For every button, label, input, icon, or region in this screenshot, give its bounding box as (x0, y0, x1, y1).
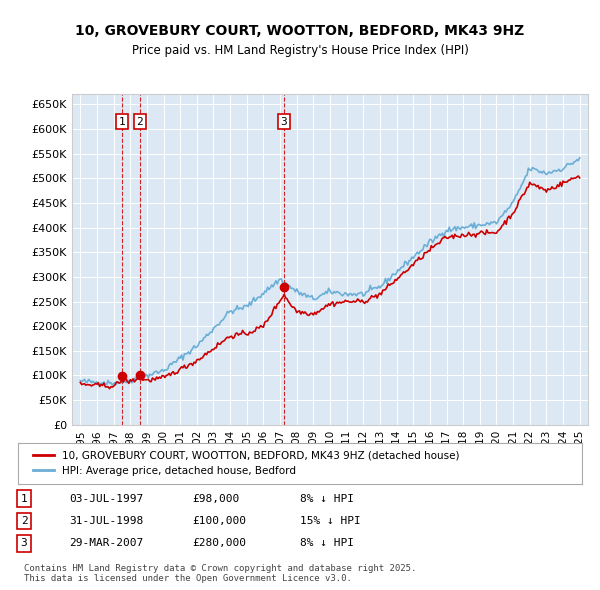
Text: 10, GROVEBURY COURT, WOOTTON, BEDFORD, MK43 9HZ: 10, GROVEBURY COURT, WOOTTON, BEDFORD, M… (76, 24, 524, 38)
Legend: 10, GROVEBURY COURT, WOOTTON, BEDFORD, MK43 9HZ (detached house), HPI: Average p: 10, GROVEBURY COURT, WOOTTON, BEDFORD, M… (29, 447, 464, 480)
Text: 1: 1 (119, 116, 125, 126)
Text: Price paid vs. HM Land Registry's House Price Index (HPI): Price paid vs. HM Land Registry's House … (131, 44, 469, 57)
Text: £280,000: £280,000 (192, 539, 246, 548)
Text: 8% ↓ HPI: 8% ↓ HPI (300, 539, 354, 548)
Text: 3: 3 (20, 539, 28, 548)
Text: 03-JUL-1997: 03-JUL-1997 (69, 494, 143, 503)
Text: £98,000: £98,000 (192, 494, 239, 503)
Text: £100,000: £100,000 (192, 516, 246, 526)
Text: 29-MAR-2007: 29-MAR-2007 (69, 539, 143, 548)
Text: 1: 1 (20, 494, 28, 503)
Text: 2: 2 (20, 516, 28, 526)
Text: 8% ↓ HPI: 8% ↓ HPI (300, 494, 354, 503)
Text: 31-JUL-1998: 31-JUL-1998 (69, 516, 143, 526)
Text: Contains HM Land Registry data © Crown copyright and database right 2025.
This d: Contains HM Land Registry data © Crown c… (24, 563, 416, 583)
Text: 15% ↓ HPI: 15% ↓ HPI (300, 516, 361, 526)
Text: 3: 3 (281, 116, 287, 126)
Text: 2: 2 (137, 116, 143, 126)
